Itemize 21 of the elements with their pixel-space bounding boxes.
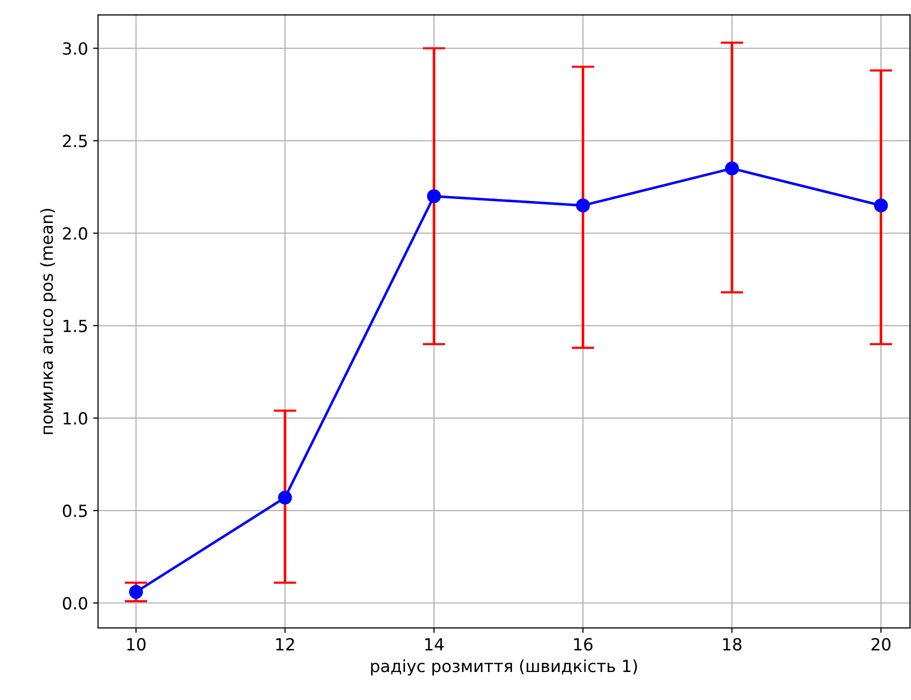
y-tick-label: 1.0 xyxy=(64,412,88,425)
point xyxy=(427,189,441,204)
y-tick-label: 2.0 xyxy=(63,227,88,240)
point xyxy=(278,490,292,505)
y-tick-label: 3.0 xyxy=(63,42,88,55)
y-tick-label: 0.0 xyxy=(62,596,88,610)
x-tick-label: 20 xyxy=(872,638,890,651)
x-tick-label: 12 xyxy=(276,638,294,650)
x-tick-label: 10 xyxy=(127,638,146,651)
y-tick-label: 1.5 xyxy=(64,320,87,332)
point xyxy=(725,162,739,176)
y-tick-label: 2.5 xyxy=(63,134,87,148)
point xyxy=(874,198,888,212)
point xyxy=(576,198,590,212)
y-tick-label: 0.5 xyxy=(62,504,87,518)
y-axis-title: помилка aruco pos (mean) xyxy=(40,208,56,434)
x-tick-label: 14 xyxy=(425,638,444,650)
x-tick-label: 16 xyxy=(574,638,593,651)
x-axis-title: радіус розмиття (швидкість 1) xyxy=(371,659,637,676)
x-tick-label: 18 xyxy=(723,638,742,651)
point xyxy=(129,584,143,599)
